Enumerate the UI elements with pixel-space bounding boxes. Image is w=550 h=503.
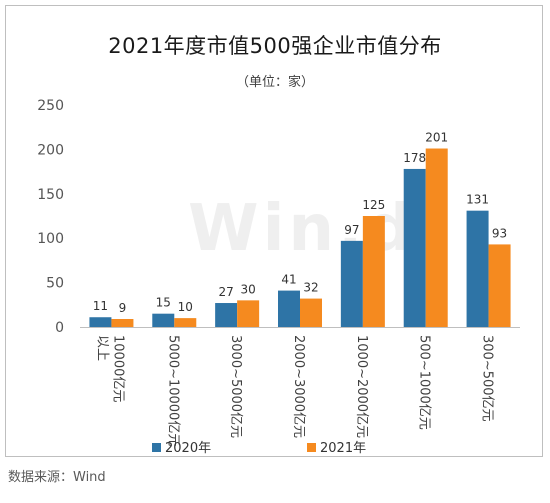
category-label: 500~1000亿元 xyxy=(417,335,432,430)
legend-swatch-2020 xyxy=(152,443,161,452)
y-tick-label: 100 xyxy=(37,231,64,247)
y-tick-label: 200 xyxy=(37,142,64,158)
bar-2020 xyxy=(215,303,238,327)
chart-title: 2021年度市值500强企业市值分布 xyxy=(108,34,442,58)
bar-2020 xyxy=(152,313,175,327)
bar-2021 xyxy=(362,216,385,327)
value-label: 15 xyxy=(156,296,171,310)
category-label: 以上 xyxy=(94,335,109,361)
bar-2021 xyxy=(111,319,134,327)
category-label: 300~500亿元 xyxy=(480,335,495,422)
bar-2020 xyxy=(89,317,112,327)
category-label: 10000亿元 xyxy=(110,335,125,402)
legend-label: 2021年 xyxy=(320,441,366,456)
y-tick-label: 150 xyxy=(37,187,64,203)
value-label: 27 xyxy=(219,285,234,299)
y-tick-label: 50 xyxy=(46,276,64,292)
value-label: 93 xyxy=(492,226,507,240)
bar-2021 xyxy=(425,148,448,327)
chart-subtitle: （单位：家） xyxy=(235,75,314,90)
bar-2021 xyxy=(174,318,197,327)
value-label: 30 xyxy=(241,282,256,296)
bar-2020 xyxy=(403,168,426,327)
bar-2021 xyxy=(488,244,511,327)
category-label: 5000~10000亿元 xyxy=(165,335,180,446)
value-label: 11 xyxy=(93,299,108,313)
value-label: 201 xyxy=(425,131,448,145)
bar-2020 xyxy=(278,290,300,327)
data-source: 数据来源：Wind xyxy=(8,470,106,485)
value-label: 10 xyxy=(178,300,193,314)
bar-2021 xyxy=(300,298,322,327)
y-tick-label: 0 xyxy=(55,320,64,336)
bar-2020 xyxy=(466,210,489,327)
value-label: 9 xyxy=(119,301,127,315)
value-label: 178 xyxy=(403,151,426,165)
legend-swatch-2021 xyxy=(307,443,316,452)
chart-frame xyxy=(5,5,543,457)
bar-2021 xyxy=(237,300,260,327)
category-label: 1000~2000亿元 xyxy=(354,335,369,438)
y-tick-label: 250 xyxy=(37,98,64,114)
bar-2020 xyxy=(340,240,363,327)
category-label: 2000~3000亿元 xyxy=(291,335,306,438)
legend-label: 2020年 xyxy=(165,441,211,456)
value-label: 131 xyxy=(466,193,489,207)
value-label: 97 xyxy=(344,223,359,237)
value-label: 125 xyxy=(362,198,385,212)
value-label: 41 xyxy=(281,273,296,287)
category-label: 3000~5000亿元 xyxy=(228,335,243,438)
value-label: 32 xyxy=(303,281,318,295)
